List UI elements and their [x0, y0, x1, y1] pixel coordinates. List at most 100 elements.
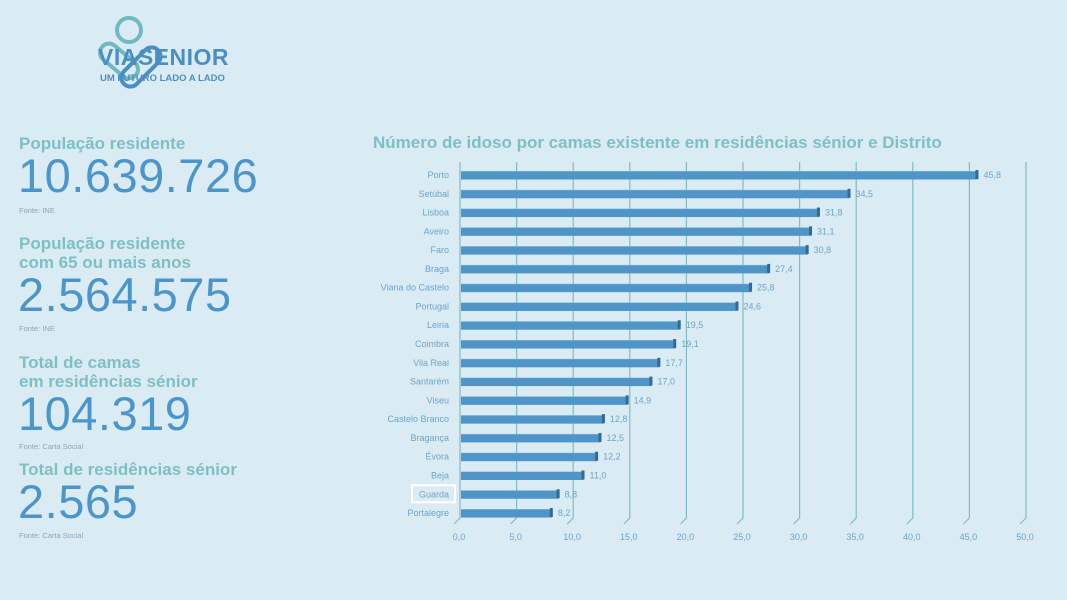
category-label: Lisboa — [422, 208, 449, 218]
chart-title: Número de idoso por camas existente em r… — [373, 133, 942, 152]
category-label: Portugal — [415, 301, 449, 311]
bar-value-label: 12,8 — [610, 414, 628, 424]
category-label: Leiria — [427, 320, 449, 330]
category-label: Setúbal — [418, 189, 449, 199]
bar-side — [595, 451, 599, 461]
bar — [461, 434, 601, 443]
stat-value: 2.565 — [18, 475, 139, 528]
stat-label: População residente — [19, 134, 186, 153]
bar — [461, 490, 559, 499]
stat-value: 104.319 — [18, 387, 192, 440]
bar-value-label: 12,2 — [603, 452, 621, 462]
bar-side — [657, 357, 661, 367]
bar-side — [735, 301, 739, 311]
bar — [461, 265, 770, 274]
bar-value-label: 31,8 — [825, 208, 843, 218]
brand-tagline: UM FUTURO LADO A LADO — [100, 73, 225, 84]
bar-side — [625, 395, 629, 405]
bar-value-label: 11,0 — [590, 470, 607, 480]
bar — [461, 378, 652, 387]
x-tick-label: 20,0 — [677, 532, 695, 542]
gridline — [962, 162, 970, 525]
bar — [461, 321, 680, 330]
category-label: Vila Real — [413, 358, 449, 368]
category-label: Aveiro — [424, 226, 449, 236]
category-label: Santarém — [410, 377, 449, 387]
stat-label: Total de residências sénior — [19, 460, 237, 479]
bar-side — [767, 263, 771, 273]
x-tick-label: 15,0 — [620, 532, 638, 542]
stat-source: Fonte: INE — [19, 206, 55, 215]
bar-side — [809, 226, 813, 236]
x-tick-label: 10,0 — [563, 532, 581, 542]
category-label: Coimbra — [415, 339, 449, 349]
x-tick-label: 25,0 — [733, 532, 751, 542]
stat-source: Fonte: INE — [19, 324, 55, 333]
bar-value-label: 25,8 — [757, 283, 775, 293]
bar-value-label: 14,9 — [634, 395, 652, 405]
stat-value: 10.639.726 — [18, 149, 259, 202]
bar — [461, 471, 584, 480]
gridline — [736, 162, 744, 525]
category-label: Braga — [425, 264, 449, 274]
viasenior-logo-icon — [98, 16, 163, 89]
bar — [461, 453, 598, 462]
bar-value-label: 45,8 — [983, 170, 1001, 180]
bar-side — [749, 282, 753, 292]
bar-value-label: 27,4 — [775, 264, 793, 274]
bar-side — [556, 489, 560, 499]
bar — [461, 209, 819, 218]
category-label: Beja — [431, 470, 449, 480]
bar-side — [549, 508, 553, 518]
bar-side — [677, 320, 681, 330]
category-label: Faro — [430, 245, 449, 255]
gridline — [679, 162, 687, 525]
bar-side — [673, 339, 677, 349]
x-tick-label: 30,0 — [790, 532, 808, 542]
bar-side — [649, 376, 653, 386]
bar — [461, 359, 660, 368]
bar — [461, 227, 812, 236]
stat-source: Fonte: Carta Social — [19, 531, 84, 540]
gridline — [623, 162, 631, 525]
bar — [461, 190, 850, 199]
category-label: Castelo Branco — [387, 414, 449, 424]
bar-side — [816, 207, 820, 217]
stat-label: População residente — [19, 234, 186, 253]
bar-value-label: 19,5 — [686, 320, 704, 330]
x-tick-label: 35,0 — [846, 532, 864, 542]
bar-value-label: 24,6 — [743, 301, 761, 311]
bar-value-label: 8,8 — [565, 489, 578, 499]
bar — [461, 284, 752, 293]
gridline — [453, 162, 461, 525]
bar-value-label: 17,7 — [665, 358, 683, 368]
x-tick-label: 0,0 — [453, 532, 466, 542]
gridline — [1019, 162, 1027, 525]
bar — [461, 340, 676, 349]
gridline — [566, 162, 574, 525]
x-tick-label: 50,0 — [1016, 532, 1034, 542]
bar-side — [598, 432, 602, 442]
bar — [461, 171, 978, 180]
category-label: Portalegre — [407, 508, 449, 518]
brand-name: VIASENIOR — [98, 44, 230, 70]
x-tick-label: 5,0 — [509, 532, 522, 542]
bar-value-label: 31,1 — [817, 226, 835, 236]
bar-value-label: 19,1 — [681, 339, 699, 349]
gridline — [510, 162, 518, 525]
gridline — [793, 162, 801, 525]
bar — [461, 509, 552, 518]
stat-source: Fonte: Carta Social — [19, 442, 84, 451]
bar-side — [805, 245, 809, 255]
stat-label: Total de camas — [19, 353, 141, 372]
x-tick-label: 45,0 — [960, 532, 978, 542]
bar — [461, 246, 808, 255]
category-label: Évora — [425, 452, 449, 462]
bar-side — [581, 470, 585, 480]
bar-side — [601, 414, 605, 424]
gridline — [906, 162, 914, 525]
bar-value-label: 12,5 — [607, 433, 625, 443]
gridline — [849, 162, 857, 525]
category-label: Bragança — [410, 433, 449, 443]
